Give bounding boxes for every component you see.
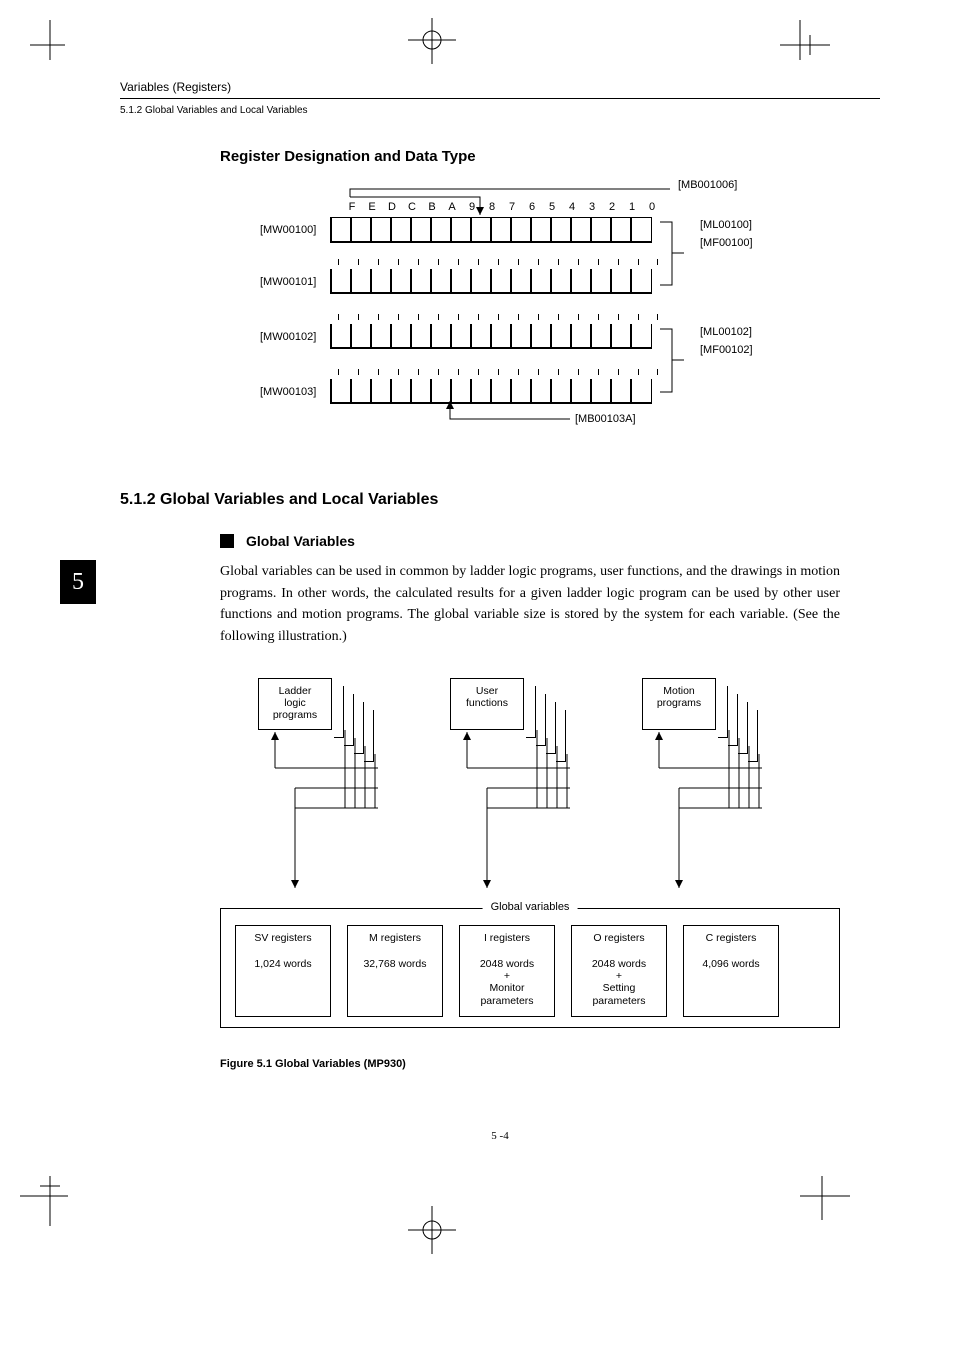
register-name: M registers xyxy=(348,932,442,944)
bracket-right xyxy=(660,217,690,297)
global-variables-label: Global variables xyxy=(483,901,578,913)
register-size: 2048 words xyxy=(572,958,666,970)
bit-label: 3 xyxy=(582,201,602,213)
register-name: I registers xyxy=(460,932,554,944)
bit-label: B xyxy=(422,201,442,213)
tick-row xyxy=(338,314,658,320)
header-rule xyxy=(120,98,880,99)
bit-label: C xyxy=(402,201,422,213)
global-variables-container: Global variables SV registers 1,024 word… xyxy=(220,908,840,1028)
register-row: [MW00100] xyxy=(260,217,652,243)
tick-row xyxy=(338,369,658,375)
register-box: SV registers 1,024 words xyxy=(235,925,331,1017)
program-box: Ladder logic programs xyxy=(258,678,332,730)
right-callout: [MF00100] xyxy=(700,237,753,249)
program-label: functions xyxy=(451,697,523,709)
program-box: User functions xyxy=(450,678,524,730)
bit-label: 1 xyxy=(622,201,642,213)
register-box: I registers 2048 words + Monitor paramet… xyxy=(459,925,555,1017)
register-size: 4,096 words xyxy=(684,958,778,970)
right-callout: [ML00100] xyxy=(700,219,752,231)
heading-2: 5.1.2 Global Variables and Local Variabl… xyxy=(120,491,880,509)
program-label: Motion xyxy=(643,685,715,697)
section-title: Register Designation and Data Type xyxy=(220,148,880,165)
bit-label: 7 xyxy=(502,201,522,213)
bit-label: A xyxy=(442,201,462,213)
register-box: M registers 32,768 words xyxy=(347,925,443,1017)
sub-heading: Global Variables xyxy=(220,533,880,549)
bit-label: E xyxy=(362,201,382,213)
figure-caption: Figure 5.1 Global Variables (MP930) xyxy=(220,1058,880,1070)
chapter-tab: 5 xyxy=(60,560,96,604)
global-variables-diagram: Ladder logic programs User functions Mot… xyxy=(220,668,840,1048)
register-label: [MW00100] xyxy=(260,224,330,236)
program-label: programs xyxy=(259,709,331,721)
running-head: Variables (Registers) xyxy=(120,80,880,94)
square-bullet-icon xyxy=(220,534,234,548)
bit-label: 2 xyxy=(602,201,622,213)
register-label: [MW00103] xyxy=(260,386,330,398)
program-label: User xyxy=(451,685,523,697)
program-label: logic xyxy=(259,697,331,709)
register-row: [MW00101] xyxy=(260,269,652,294)
register-label: [MW00101] xyxy=(260,276,330,288)
bottom-callout: [MB00103A] xyxy=(575,413,636,425)
register-extra: + Monitor parameters xyxy=(460,970,554,1008)
tick-row xyxy=(338,259,658,265)
bit-label: 8 xyxy=(482,201,502,213)
program-box: Motion programs xyxy=(642,678,716,730)
register-name: C registers xyxy=(684,932,778,944)
register-label: [MW00102] xyxy=(260,331,330,343)
register-size: 32,768 words xyxy=(348,958,442,970)
register-row: [MW00102] xyxy=(260,324,652,349)
right-callout: [ML00102] xyxy=(700,326,752,338)
bus-connectors xyxy=(250,728,810,908)
breadcrumb: 5.1.2 Global Variables and Local Variabl… xyxy=(120,105,880,116)
program-label: Ladder xyxy=(259,685,331,697)
bracket-right xyxy=(660,324,690,404)
bit-header: F E D C B A 9 8 7 6 5 4 3 2 1 0 xyxy=(342,201,662,213)
register-diagram: [MB001006] F E D C B A 9 8 7 6 5 4 3 2 1… xyxy=(260,179,840,459)
register-name: O registers xyxy=(572,932,666,944)
program-label: programs xyxy=(643,697,715,709)
right-callout: [MF00102] xyxy=(700,344,753,356)
sub-heading-text: Global Variables xyxy=(246,533,355,549)
bit-label: D xyxy=(382,201,402,213)
bit-label: 4 xyxy=(562,201,582,213)
body-paragraph: Global variables can be used in common b… xyxy=(220,561,840,648)
page-content: Variables (Registers) 5.1.2 Global Varia… xyxy=(120,80,880,1142)
register-name: SV registers xyxy=(236,932,330,944)
bit-label: 6 xyxy=(522,201,542,213)
bit-label: 5 xyxy=(542,201,562,213)
bit-label: 9 xyxy=(462,201,482,213)
register-size: 1,024 words xyxy=(236,958,330,970)
page-number: 5 -4 xyxy=(120,1130,880,1142)
register-size: 2048 words xyxy=(460,958,554,970)
register-box: O registers 2048 words + Setting paramet… xyxy=(571,925,667,1017)
bit-label: 0 xyxy=(642,201,662,213)
register-box: C registers 4,096 words xyxy=(683,925,779,1017)
register-extra: + Setting parameters xyxy=(572,970,666,1008)
bit-label: F xyxy=(342,201,362,213)
